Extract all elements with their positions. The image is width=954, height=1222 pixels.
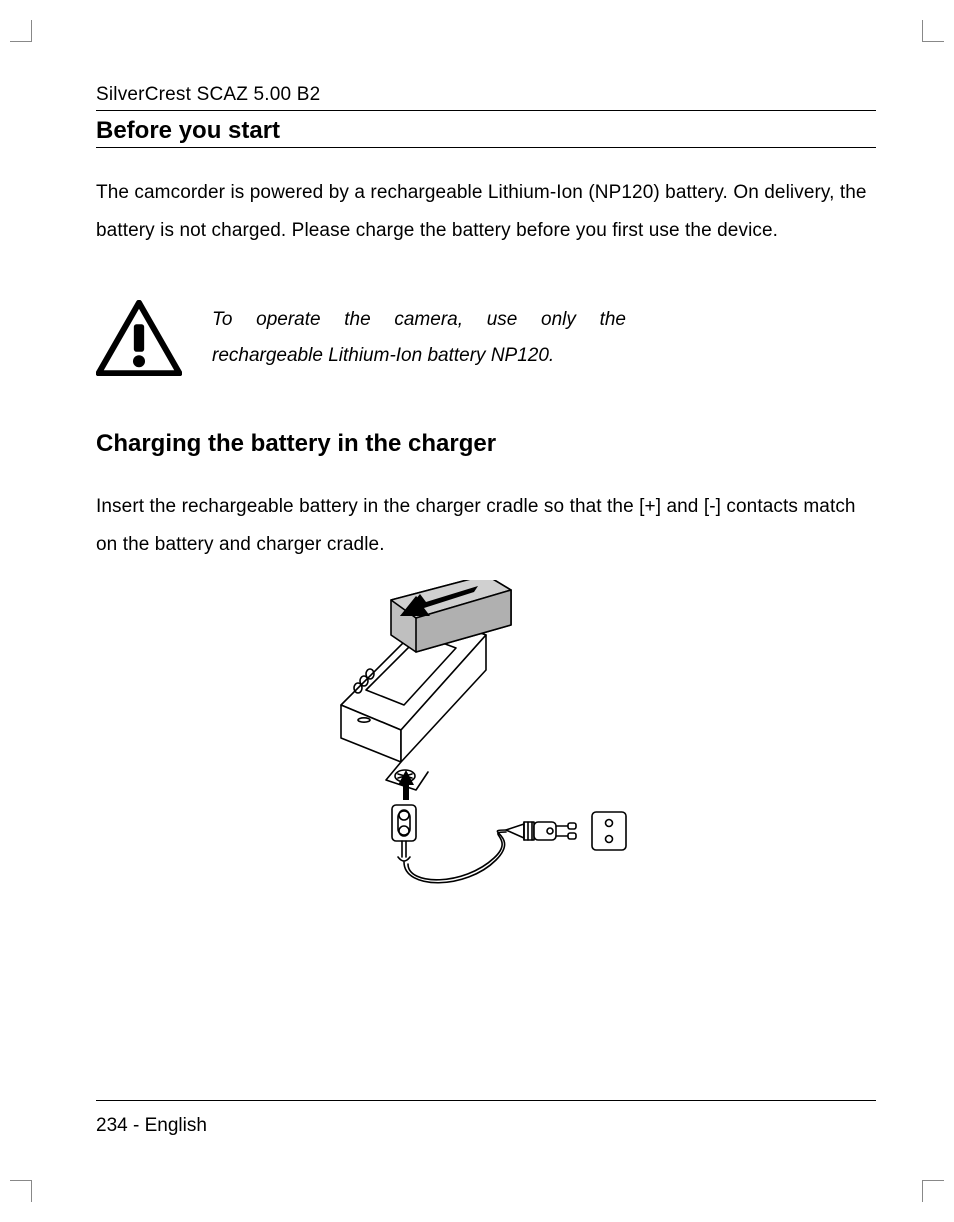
warning-text: To operate the camera, use only the rech… [212,302,626,374]
crop-mark [922,1180,944,1202]
charging-paragraph: Insert the rechargeable battery in the c… [96,488,876,564]
crop-mark [10,1180,32,1202]
crop-mark [922,20,944,42]
divider [96,110,876,111]
section-heading-charging: Charging the battery in the charger [96,430,876,458]
page-number: 234 - English [96,1115,876,1137]
divider [96,147,876,148]
product-name: SilverCrest SCAZ 5.00 B2 [96,84,876,106]
page-footer: 234 - English [96,1100,876,1137]
warning-icon [96,300,182,376]
page-content: SilverCrest SCAZ 5.00 B2 Before you star… [96,84,876,905]
crop-mark [10,20,32,42]
warning-callout: To operate the camera, use only the rech… [96,300,876,376]
section-heading-before-you-start: Before you start [96,117,876,145]
divider [96,1100,876,1101]
intro-paragraph: The camcorder is powered by a rechargeab… [96,174,876,250]
charger-diagram [96,580,876,905]
